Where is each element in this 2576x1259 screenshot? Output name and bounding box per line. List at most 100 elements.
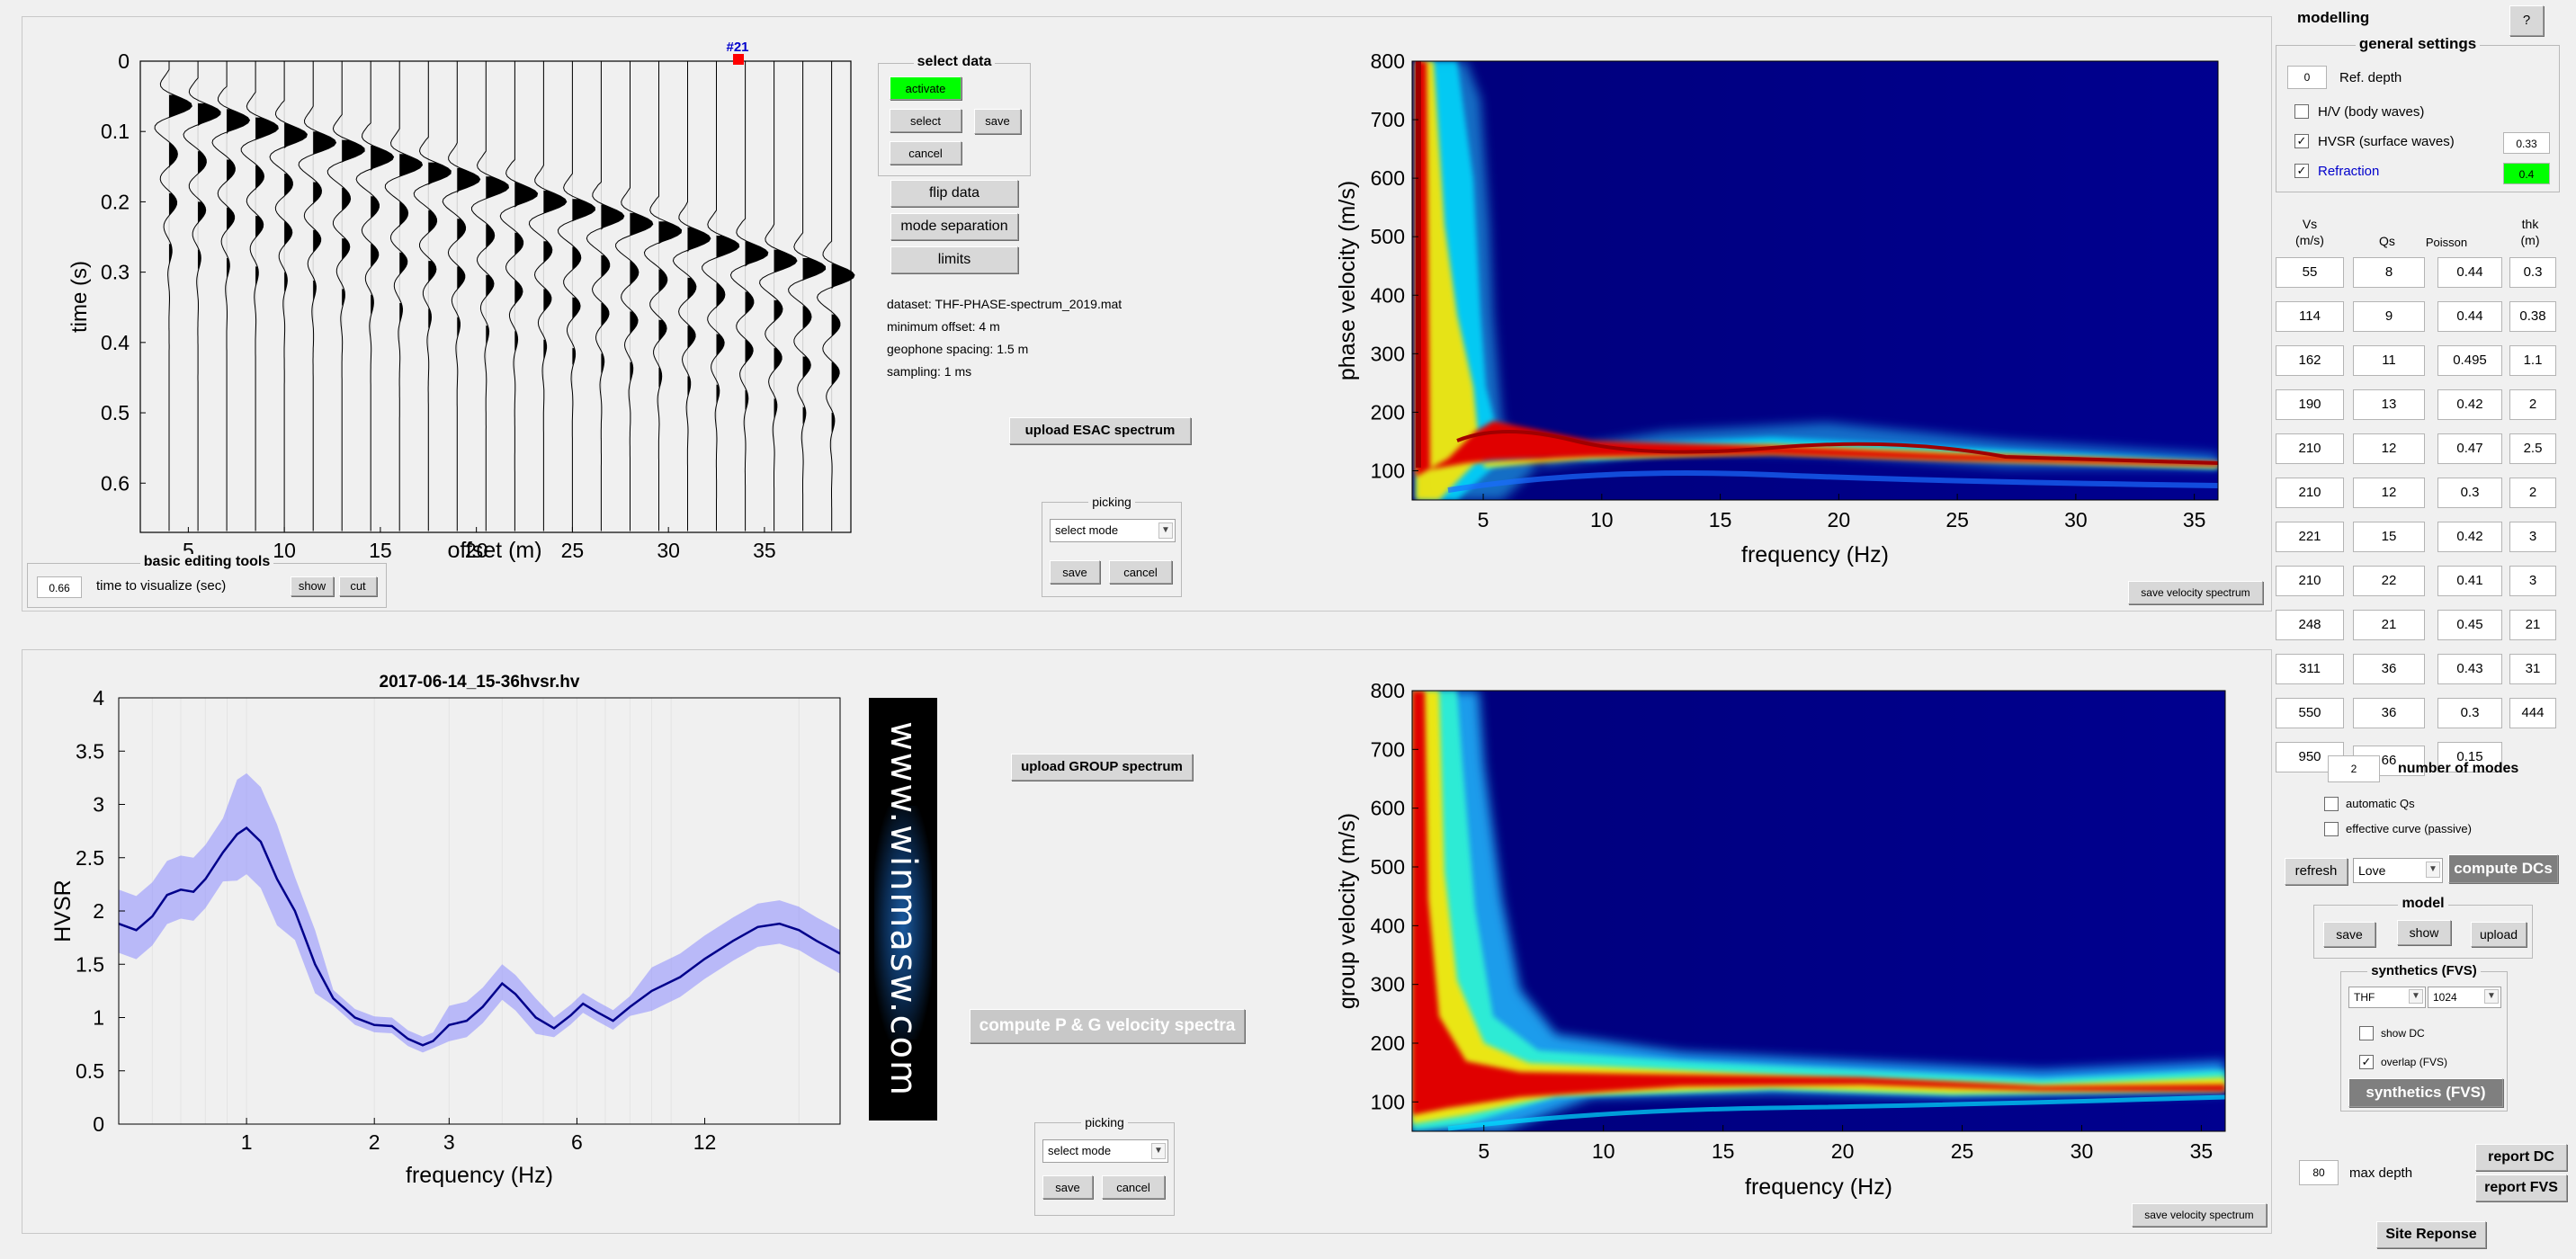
layer-thk-input[interactable]: 31 (2509, 654, 2556, 684)
compute-pg-spectra-button[interactable]: compute P & G velocity spectra (970, 1009, 1245, 1043)
number-of-modes-input[interactable]: 2 (2328, 755, 2380, 782)
layer-thk-input[interactable]: 444 (2509, 698, 2556, 728)
layer-poisson-input[interactable]: 0.15 (2437, 742, 2502, 772)
layer-vs-input[interactable]: 550 (2276, 698, 2344, 728)
layer-poisson-input[interactable]: 0.42 (2437, 522, 2502, 552)
refresh-button[interactable]: refresh (2285, 858, 2348, 885)
layer-qs-input[interactable]: 8 (2353, 257, 2425, 288)
picking-top-save-button[interactable]: save (1050, 560, 1100, 584)
synth-n-select[interactable]: 1024 ▼ (2428, 987, 2501, 1008)
layer-vs-input[interactable]: 114 (2276, 301, 2344, 332)
layer-qs-input[interactable]: 13 (2353, 389, 2425, 420)
report-fvs-button[interactable]: report FVS (2475, 1174, 2567, 1201)
layer-qs-input[interactable]: 36 (2353, 654, 2425, 684)
phase-velocity-plot[interactable]: 100 200 300 400 500 600 700 800 5 10 15 20 25 30 35 p… (1322, 45, 2231, 585)
layer-qs-input[interactable]: 22 (2353, 566, 2425, 596)
refraction-weight-input[interactable]: 0.4 (2503, 163, 2550, 184)
layer-thk-input[interactable]: 3 (2509, 522, 2556, 552)
layer-qs-input[interactable]: 9 (2353, 301, 2425, 332)
hvsr-surface-checkbox[interactable]: ✓ (2294, 134, 2309, 148)
model-show-button[interactable]: show (2397, 920, 2451, 945)
upload-group-button[interactable]: upload GROUP spectrum (1011, 754, 1193, 781)
model-upload-button[interactable]: upload (2471, 922, 2527, 947)
report-dc-button[interactable]: report DC (2475, 1144, 2567, 1171)
cut-button[interactable]: cut (339, 576, 377, 596)
site-response-button[interactable]: Site Reponse (2376, 1221, 2486, 1248)
picking-top-cancel-button[interactable]: cancel (1109, 560, 1172, 584)
layer-qs-input[interactable]: 11 (2353, 345, 2425, 376)
synth-site-select[interactable]: THF ▼ (2348, 987, 2426, 1008)
layer-vs-input[interactable]: 190 (2276, 389, 2344, 420)
layer-thk-input[interactable]: 2.5 (2509, 433, 2556, 464)
mode-separation-button[interactable]: mode separation (890, 213, 1018, 240)
synthetics-fvs-button[interactable]: synthetics (FVS) (2348, 1078, 2503, 1107)
layer-vs-input[interactable]: 210 (2276, 433, 2344, 464)
hvsr-weight-input[interactable]: 0.33 (2503, 132, 2550, 154)
selected-trace-marker[interactable] (733, 54, 744, 65)
layer-vs-input[interactable]: 311 (2276, 654, 2344, 684)
refraction-checkbox[interactable]: ✓ (2294, 164, 2309, 178)
show-button[interactable]: show (291, 576, 334, 596)
hv-body-checkbox[interactable] (2294, 104, 2309, 119)
save-phase-spectrum-button[interactable]: save velocity spectrum (2128, 581, 2263, 604)
max-depth-input[interactable]: 80 (2299, 1160, 2339, 1185)
picking-bottom-cancel-button[interactable]: cancel (1102, 1175, 1165, 1199)
layer-poisson-input[interactable]: 0.45 (2437, 610, 2502, 640)
show-dc-checkbox[interactable] (2359, 1026, 2374, 1040)
time-to-visualize-input[interactable]: 0.66 (37, 576, 82, 598)
layer-poisson-input[interactable]: 0.495 (2437, 345, 2502, 376)
layer-poisson-input[interactable]: 0.43 (2437, 654, 2502, 684)
layer-poisson-input[interactable]: 0.3 (2437, 698, 2502, 728)
model-save-button[interactable]: save (2323, 922, 2375, 947)
layer-vs-input[interactable]: 210 (2276, 566, 2344, 596)
picking-bottom-mode-select[interactable]: select mode ▼ (1042, 1139, 1168, 1163)
picking-top-mode-select[interactable]: select mode ▼ (1050, 519, 1176, 542)
help-button[interactable]: ? (2509, 5, 2544, 36)
picking-bottom-save-button[interactable]: save (1042, 1175, 1093, 1199)
hvsr-plot[interactable]: 2017-06-14_15-36hvsr.hv 0 0.5 1 1.5 2 2.5 3 3.5… (36, 665, 845, 1205)
layer-qs-input[interactable]: 12 (2353, 433, 2425, 464)
layer-poisson-input[interactable]: 0.44 (2437, 301, 2502, 332)
y-tick-label: 300 (1371, 973, 1405, 996)
activate-button[interactable]: activate (890, 76, 962, 100)
layer-thk-input[interactable]: 21 (2509, 610, 2556, 640)
layer-poisson-input[interactable]: 0.42 (2437, 389, 2502, 420)
layer-qs-input[interactable]: 15 (2353, 522, 2425, 552)
layer-qs-input[interactable]: 36 (2353, 698, 2425, 728)
limits-button[interactable]: limits (890, 246, 1018, 273)
compute-dcs-button[interactable]: compute DCs (2448, 854, 2558, 883)
layer-thk-input[interactable]: 0.3 (2509, 257, 2556, 288)
select-cancel-button[interactable]: cancel (890, 141, 962, 165)
select-button[interactable]: select (890, 109, 962, 132)
layer-vs-input[interactable]: 162 (2276, 345, 2344, 376)
group-velocity-plot[interactable]: 100 200 300 400 500 600 700 800 5 10 15 20 25 30 35 g… (1322, 674, 2240, 1214)
layer-qs-input[interactable]: 21 (2353, 610, 2425, 640)
ref-depth-input[interactable]: 0 (2287, 66, 2327, 89)
layer-qs-input[interactable]: 12 (2353, 478, 2425, 508)
save-group-spectrum-button[interactable]: save velocity spectrum (2132, 1203, 2267, 1227)
x-tick-label: 30 (2071, 1139, 2094, 1163)
layer-poisson-input[interactable]: 0.47 (2437, 433, 2502, 464)
layer-thk-input[interactable]: 1.1 (2509, 345, 2556, 376)
layer-poisson-input[interactable]: 0.44 (2437, 257, 2502, 288)
select-save-button[interactable]: save (974, 109, 1021, 134)
layer-vs-input[interactable]: 248 (2276, 610, 2344, 640)
layer-thk-input[interactable]: 2 (2509, 389, 2556, 420)
wave-type-select[interactable]: Love ▼ (2353, 858, 2443, 883)
header-thk-line2: (m) (2520, 233, 2540, 247)
overlap-fvs-checkbox[interactable]: ✓ (2359, 1055, 2374, 1069)
seismogram-plot[interactable]: 00.10.20.30.40.50.6 5 10 15 20 25 30 35 #21 ti… (54, 36, 863, 576)
layer-poisson-input[interactable]: 0.3 (2437, 478, 2502, 508)
layer-vs-input[interactable]: 221 (2276, 522, 2344, 552)
automatic-qs-checkbox[interactable] (2324, 797, 2339, 811)
layer-thk-input[interactable]: 2 (2509, 478, 2556, 508)
layer-thk-input[interactable]: 0.38 (2509, 301, 2556, 332)
upload-esac-button[interactable]: upload ESAC spectrum (1009, 417, 1191, 444)
layer-thk-input[interactable]: 3 (2509, 566, 2556, 596)
layer-vs-input[interactable]: 210 (2276, 478, 2344, 508)
layer-vs-input[interactable]: 55 (2276, 257, 2344, 288)
y-tick-label: 700 (1371, 108, 1405, 131)
layer-poisson-input[interactable]: 0.41 (2437, 566, 2502, 596)
flip-data-button[interactable]: flip data (890, 180, 1018, 207)
effective-curve-checkbox[interactable] (2324, 822, 2339, 836)
